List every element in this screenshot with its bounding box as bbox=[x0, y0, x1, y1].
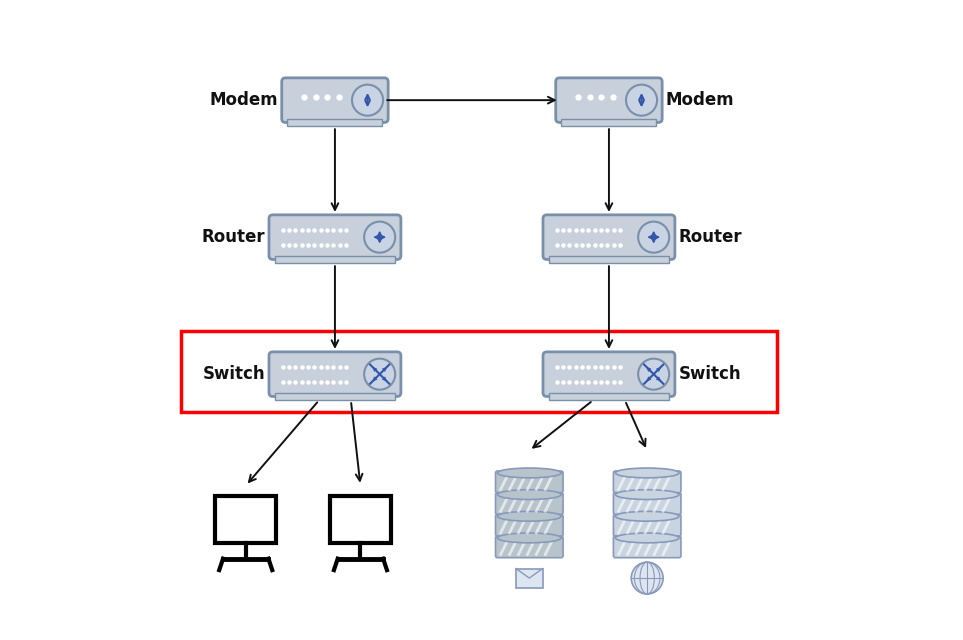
FancyBboxPatch shape bbox=[496, 493, 563, 515]
Bar bbox=[549, 255, 669, 263]
Ellipse shape bbox=[498, 511, 561, 521]
Circle shape bbox=[364, 221, 395, 253]
Text: Switch: Switch bbox=[679, 365, 742, 383]
FancyBboxPatch shape bbox=[496, 471, 563, 493]
Ellipse shape bbox=[615, 490, 679, 499]
Circle shape bbox=[364, 358, 395, 390]
FancyBboxPatch shape bbox=[543, 352, 675, 396]
FancyBboxPatch shape bbox=[613, 471, 681, 493]
FancyBboxPatch shape bbox=[496, 536, 563, 557]
Bar bbox=[516, 568, 543, 588]
Text: Router: Router bbox=[201, 228, 265, 246]
Text: Modem: Modem bbox=[666, 91, 735, 109]
FancyBboxPatch shape bbox=[543, 215, 675, 259]
Bar bbox=[561, 118, 657, 126]
Bar bbox=[549, 393, 669, 400]
Text: Switch: Switch bbox=[202, 365, 265, 383]
FancyBboxPatch shape bbox=[613, 515, 681, 536]
Text: Router: Router bbox=[679, 228, 742, 246]
Text: Modem: Modem bbox=[209, 91, 278, 109]
Circle shape bbox=[638, 221, 669, 253]
Ellipse shape bbox=[615, 533, 679, 543]
Bar bbox=[181, 331, 776, 412]
Bar bbox=[274, 393, 395, 400]
Ellipse shape bbox=[615, 511, 679, 521]
Ellipse shape bbox=[498, 533, 561, 543]
FancyBboxPatch shape bbox=[556, 78, 663, 122]
Circle shape bbox=[352, 84, 383, 116]
Ellipse shape bbox=[498, 490, 561, 499]
FancyBboxPatch shape bbox=[330, 495, 391, 543]
FancyBboxPatch shape bbox=[613, 493, 681, 515]
FancyBboxPatch shape bbox=[269, 352, 401, 396]
Circle shape bbox=[638, 358, 669, 390]
Bar bbox=[288, 118, 382, 126]
FancyBboxPatch shape bbox=[269, 215, 401, 259]
FancyBboxPatch shape bbox=[282, 78, 388, 122]
FancyBboxPatch shape bbox=[496, 515, 563, 536]
FancyBboxPatch shape bbox=[216, 495, 276, 543]
FancyBboxPatch shape bbox=[613, 536, 681, 557]
Circle shape bbox=[632, 562, 664, 594]
Circle shape bbox=[626, 84, 657, 116]
Ellipse shape bbox=[498, 468, 561, 478]
Bar bbox=[274, 255, 395, 263]
Ellipse shape bbox=[615, 468, 679, 478]
